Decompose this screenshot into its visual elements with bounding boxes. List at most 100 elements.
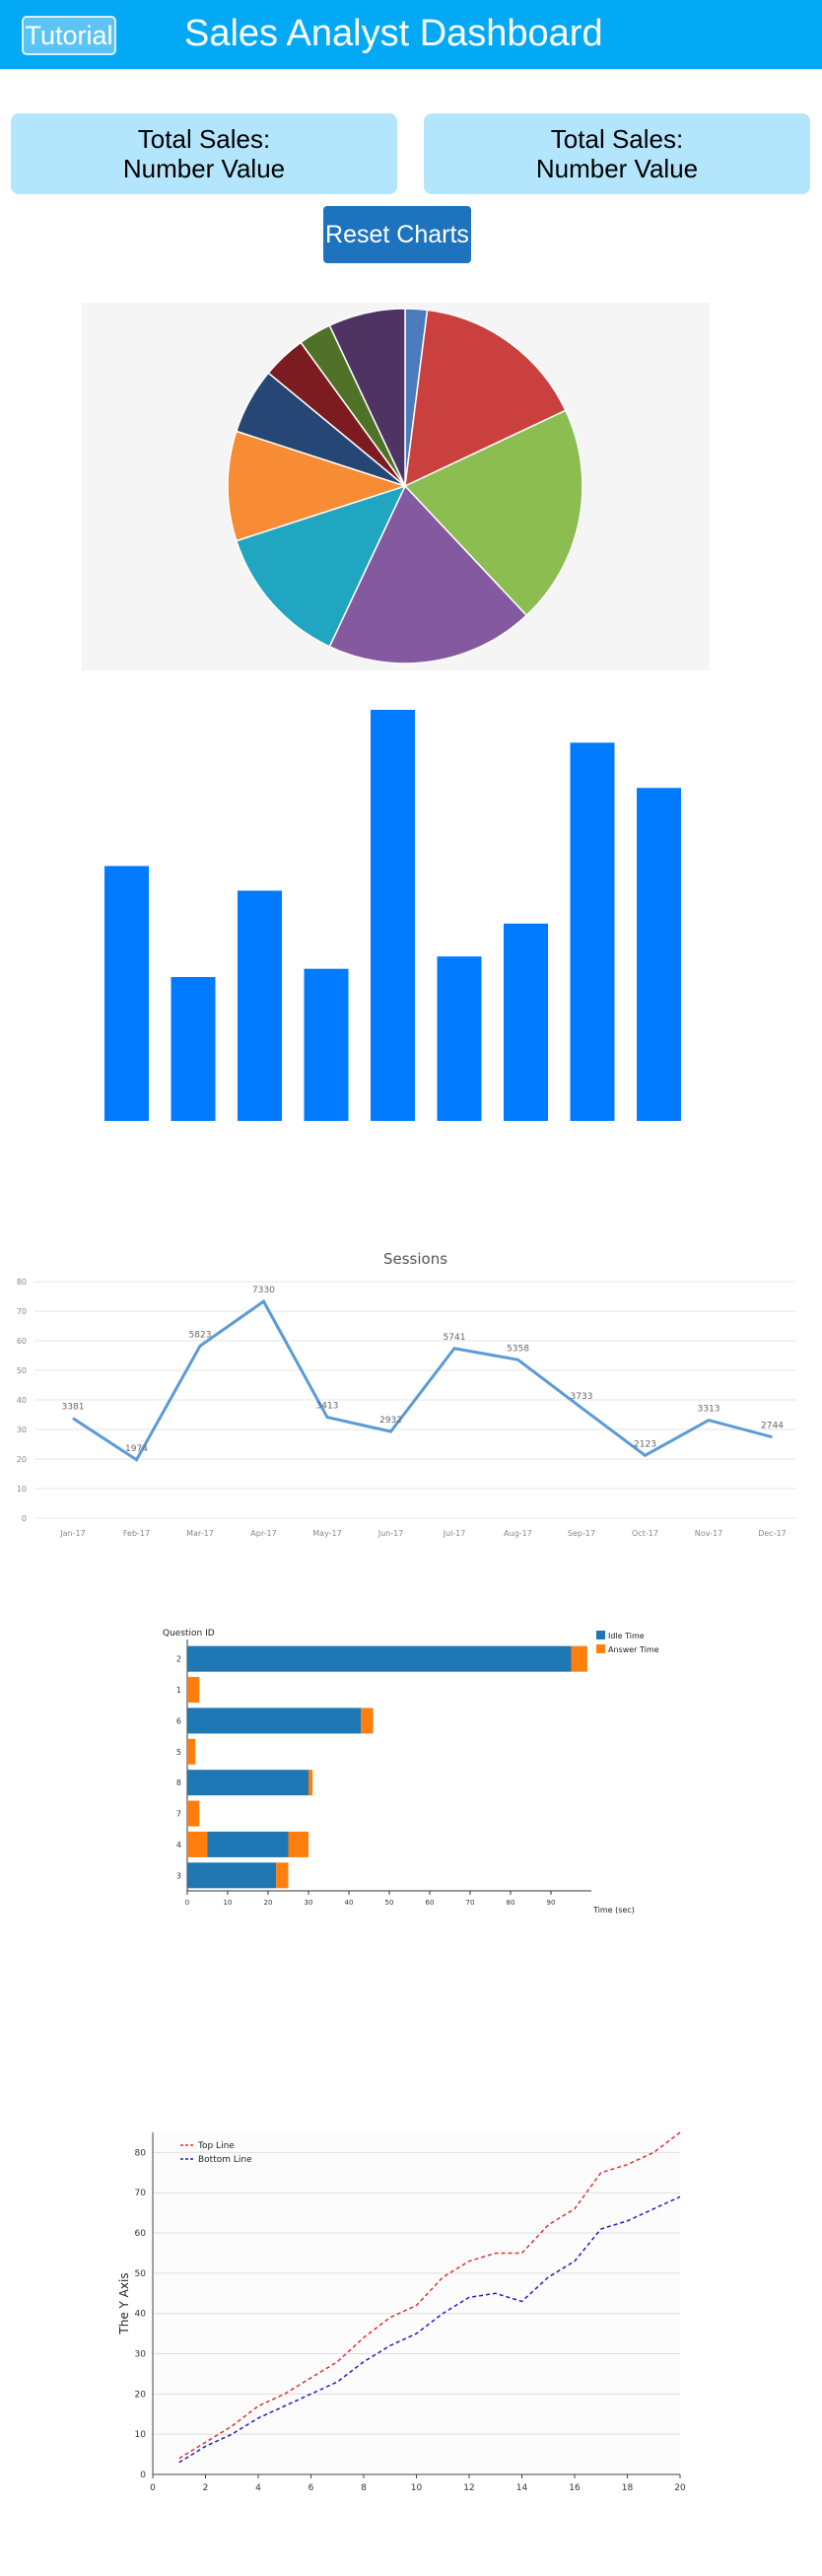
x-tick-label: 30 bbox=[305, 1899, 313, 1907]
stat-label: Total Sales: bbox=[550, 124, 684, 154]
x-tick-label: 90 bbox=[547, 1899, 556, 1907]
x-tick-label: 60 bbox=[426, 1899, 435, 1907]
x-tick-label: 16 bbox=[569, 2483, 581, 2493]
pie-chart-panel bbox=[82, 303, 710, 670]
legend-label: Answer Time bbox=[608, 1645, 659, 1654]
x-tick-label: Nov-17 bbox=[695, 1529, 722, 1538]
x-tick-label: Jun-17 bbox=[377, 1529, 404, 1538]
answer-time-bar bbox=[187, 1800, 200, 1827]
y-tick-label: 6 bbox=[176, 1716, 181, 1725]
y-tick-label: 70 bbox=[135, 2189, 147, 2198]
x-tick-label: 0 bbox=[150, 2483, 156, 2493]
x-tick-label: 10 bbox=[224, 1899, 233, 1907]
data-label: 1974 bbox=[125, 1444, 148, 1454]
idle-time-bar bbox=[207, 1831, 289, 1857]
data-label: 3381 bbox=[62, 1403, 85, 1413]
legend-label: Bottom Line bbox=[198, 2155, 252, 2165]
idle-time-bar bbox=[187, 1862, 277, 1889]
tutorial-button[interactable]: Tutorial bbox=[22, 16, 116, 55]
answer-time-bar bbox=[308, 1770, 313, 1796]
answer-time-bar bbox=[187, 1677, 200, 1704]
stat-label: Total Sales: bbox=[137, 124, 271, 154]
pie-slice-2 bbox=[404, 309, 567, 488]
pie-slice-3 bbox=[403, 409, 583, 617]
x-tick-label: 18 bbox=[622, 2483, 634, 2493]
bar-chart bbox=[104, 710, 681, 1121]
y-tick-label: 60 bbox=[17, 1337, 27, 1346]
bar-chart-panel bbox=[94, 705, 705, 1124]
y-tick-label: 10 bbox=[17, 1485, 27, 1494]
answer-time-bar bbox=[288, 1831, 308, 1857]
y-tick-label: 0 bbox=[22, 1514, 27, 1523]
legend-swatch bbox=[596, 1644, 605, 1653]
total-sales-card-1: Total Sales: Number Value bbox=[11, 113, 397, 194]
y-tick-label: 80 bbox=[17, 1278, 27, 1287]
x-tick-label: 4 bbox=[255, 2483, 261, 2493]
answer-time-bar bbox=[571, 1645, 587, 1672]
y-tick-label: 80 bbox=[135, 2148, 147, 2158]
legend-label: Idle Time bbox=[608, 1632, 645, 1640]
pie-slice-5 bbox=[235, 484, 407, 648]
bar-7 bbox=[504, 923, 548, 1121]
x-tick-label: 14 bbox=[516, 2483, 528, 2493]
x-tick-label: 8 bbox=[361, 2483, 367, 2493]
x-tick-label: Aug-17 bbox=[504, 1529, 532, 1538]
y-tick-label: 5 bbox=[176, 1748, 181, 1757]
y-tick-label: 30 bbox=[17, 1426, 27, 1434]
stat-value: Number Value bbox=[535, 154, 699, 183]
answer-time-bar bbox=[276, 1862, 289, 1889]
x-tick-label: 6 bbox=[308, 2483, 314, 2493]
pie-slice-6 bbox=[227, 430, 408, 542]
bar-8 bbox=[570, 742, 615, 1121]
reset-charts-button[interactable]: Reset Charts bbox=[323, 206, 471, 263]
y-tick-label: 2 bbox=[176, 1655, 181, 1664]
idle-time-bar bbox=[187, 1645, 572, 1672]
answer-time-bar bbox=[187, 1738, 196, 1765]
answer-time-bar bbox=[361, 1707, 374, 1734]
pie-slice-10 bbox=[328, 308, 406, 487]
x-tick-label: Jan-17 bbox=[59, 1529, 85, 1538]
x-tick-label: 50 bbox=[385, 1899, 394, 1907]
x-tick-label: May-17 bbox=[312, 1529, 341, 1538]
y-tick-label: 7 bbox=[176, 1810, 181, 1819]
x-tick-label: 2 bbox=[203, 2483, 209, 2493]
bar-9 bbox=[637, 788, 681, 1121]
x-tick-label: 40 bbox=[345, 1899, 354, 1907]
answer-time-bar bbox=[187, 1831, 208, 1857]
bar-4 bbox=[304, 968, 349, 1121]
y-axis-label: The Y Axis bbox=[117, 2272, 131, 2334]
data-label: 2932 bbox=[379, 1416, 402, 1426]
y-tick-label: 10 bbox=[135, 2430, 147, 2440]
data-label: 2744 bbox=[761, 1422, 784, 1431]
x-tick-label: 70 bbox=[466, 1899, 475, 1907]
x-tick-label: Jul-17 bbox=[443, 1529, 466, 1538]
x-tick-label: 20 bbox=[674, 2483, 686, 2493]
y-tick-label: 4 bbox=[176, 1841, 181, 1849]
x-tick-label: 0 bbox=[185, 1899, 189, 1907]
sessions-line-chart: Sessions 0 10 20 30 40 50 60 70 80 3381 1974 5823 733… bbox=[17, 1250, 796, 1538]
stat-value: Number Value bbox=[122, 154, 286, 183]
x-tick-label: 80 bbox=[507, 1899, 515, 1907]
bar-3 bbox=[238, 890, 282, 1121]
x-tick-label: Oct-17 bbox=[632, 1529, 658, 1538]
y-tick-label: 70 bbox=[17, 1307, 27, 1316]
y-tick-label: 50 bbox=[135, 2269, 147, 2279]
data-label: 7330 bbox=[252, 1286, 275, 1295]
idle-time-bar bbox=[187, 1707, 362, 1734]
plot-area bbox=[153, 2132, 680, 2474]
data-label: 5741 bbox=[444, 1333, 466, 1343]
y-tick-label: 3 bbox=[176, 1871, 181, 1880]
y-tick-label: 60 bbox=[135, 2229, 147, 2239]
data-label: 3413 bbox=[316, 1402, 339, 1412]
bottom-line bbox=[178, 2195, 681, 2464]
bar-1 bbox=[104, 866, 149, 1121]
x-tick-label: 10 bbox=[411, 2483, 423, 2493]
y-tick-label: 0 bbox=[140, 2471, 146, 2480]
app-header: Tutorial Sales Analyst Dashboard bbox=[0, 0, 822, 69]
y-tick-label: 20 bbox=[135, 2390, 147, 2400]
y-axis-title: Question ID bbox=[163, 1629, 215, 1638]
x-tick-label: Feb-17 bbox=[123, 1529, 150, 1538]
y-tick-label: 20 bbox=[17, 1455, 27, 1464]
y-tick-label: 40 bbox=[17, 1396, 27, 1405]
